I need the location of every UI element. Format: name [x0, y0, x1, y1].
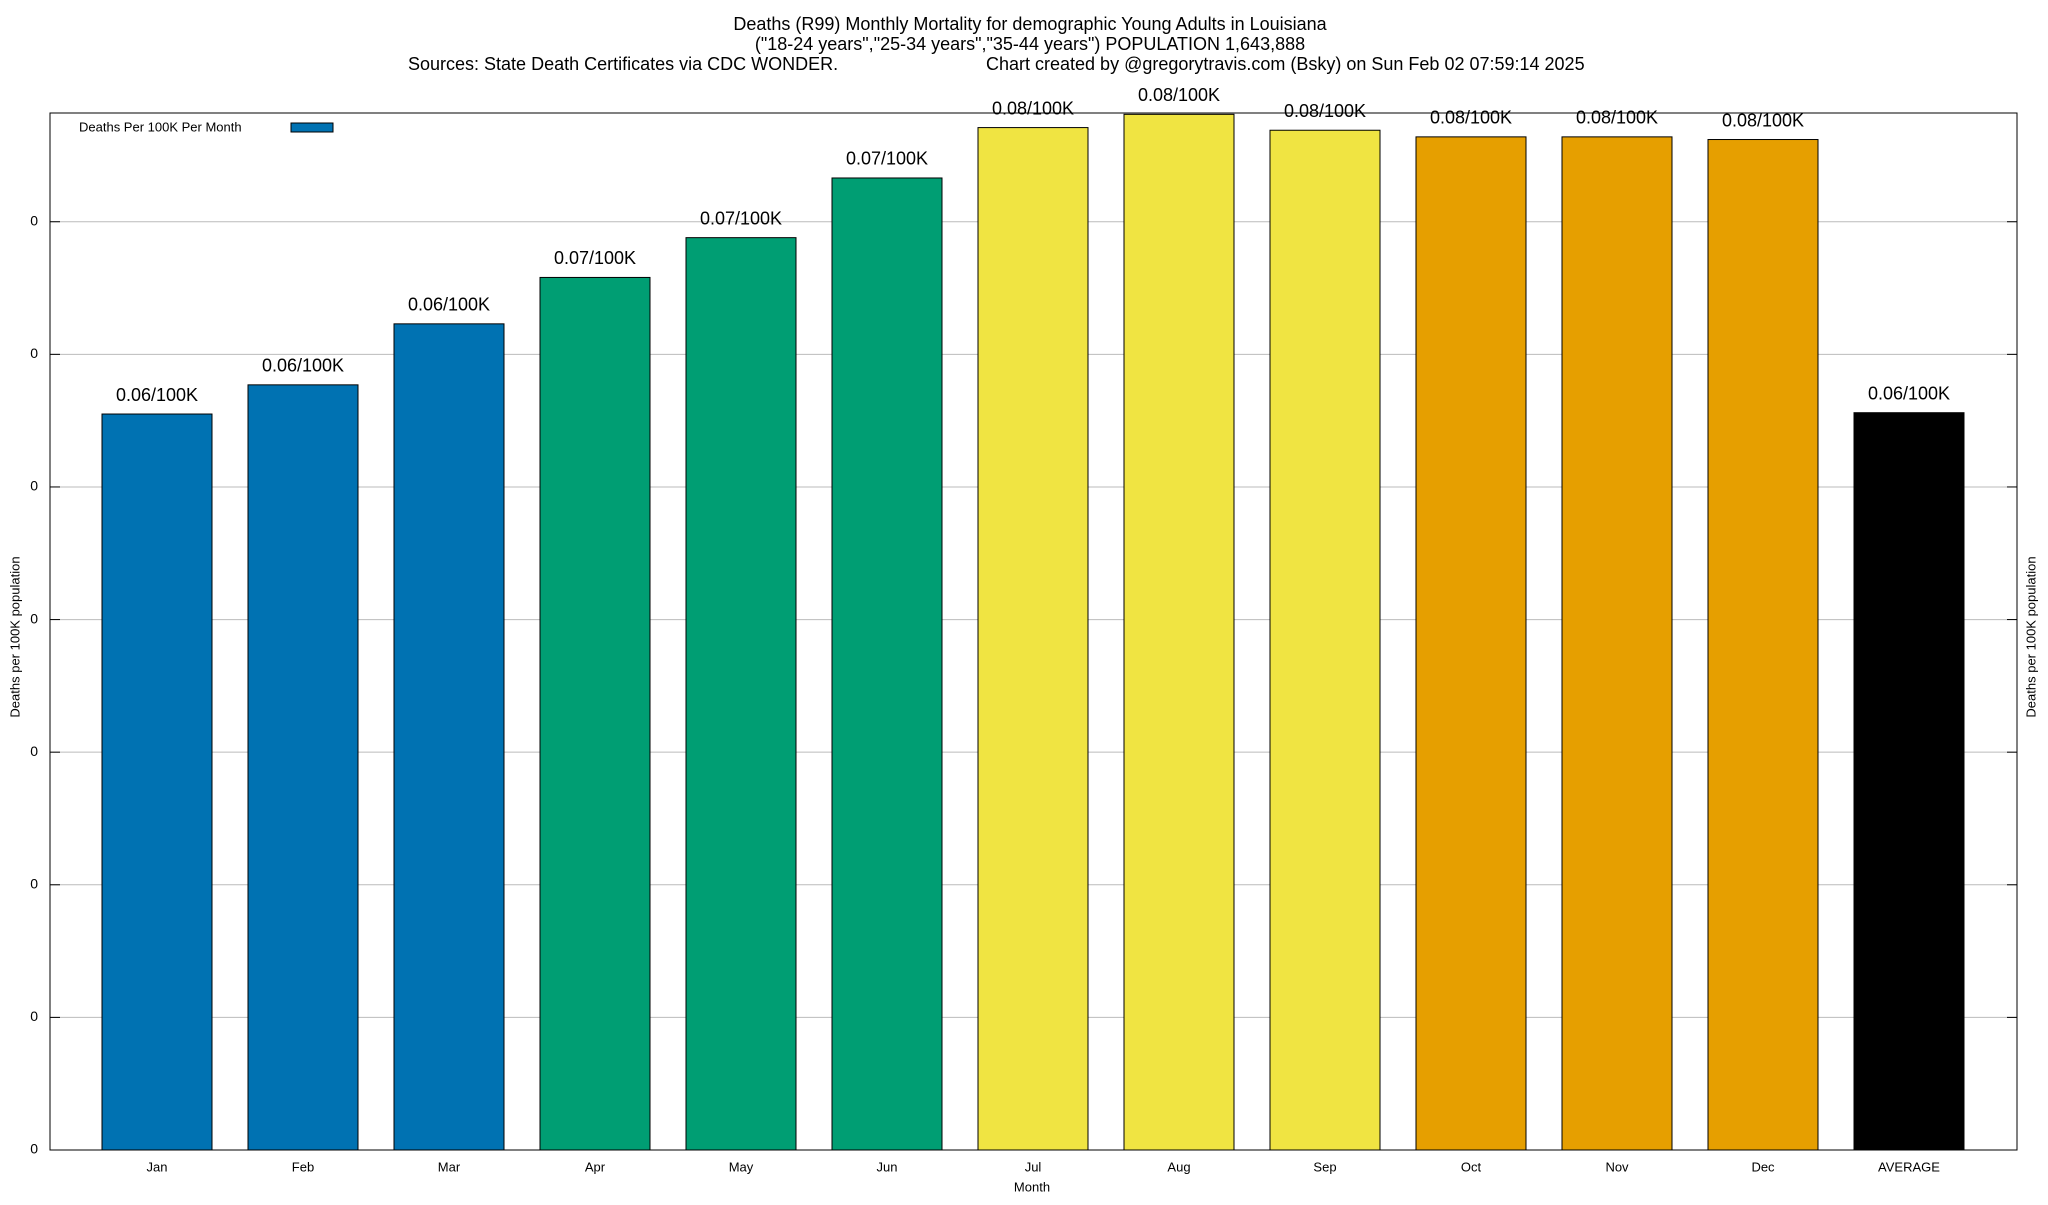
value-label: 0.08/100K: [992, 98, 1074, 118]
value-label: 0.06/100K: [1868, 383, 1950, 403]
value-label: 0.08/100K: [1430, 108, 1512, 128]
bar: [393, 323, 505, 1151]
x-tick-label: Jul: [1025, 1159, 1042, 1174]
value-label: 0.07/100K: [700, 208, 782, 228]
x-tick-label: Jan: [147, 1159, 168, 1174]
y-tick-label: 0: [30, 875, 38, 891]
y-axis-label: Deaths per 100K population: [7, 556, 22, 717]
x-tick-label: Feb: [292, 1159, 314, 1174]
bar: [1123, 113, 1235, 1151]
bar: [1853, 412, 1965, 1151]
y2-axis-label: Deaths per 100K population: [2023, 556, 2038, 717]
value-label: 0.07/100K: [846, 149, 928, 169]
bar: [685, 237, 797, 1151]
legend-swatch: [290, 122, 334, 133]
bar: [1415, 136, 1527, 1151]
y-tick-label: 0: [30, 610, 38, 626]
x-axis-label: Month: [1014, 1179, 1050, 1194]
y-tick-label: 0: [30, 1141, 38, 1157]
value-label: 0.06/100K: [262, 356, 344, 376]
x-tick-label: Jun: [877, 1159, 898, 1174]
chart-subtitle: ("18-24 years","25-34 years","35-44 year…: [755, 34, 1305, 54]
credit-note: Chart created by @gregorytravis.com (Bsk…: [986, 54, 1585, 74]
y-tick-label: 0: [30, 478, 38, 494]
legend-label: Deaths Per 100K Per Month: [79, 119, 242, 134]
bar: [539, 276, 651, 1151]
value-label: 0.06/100K: [408, 295, 490, 315]
x-tick-label: Dec: [1751, 1159, 1775, 1174]
x-tick-label: Sep: [1313, 1159, 1336, 1174]
x-tick-label: Aug: [1167, 1159, 1190, 1174]
bar: [247, 384, 359, 1151]
y-tick-label: 0: [30, 743, 38, 759]
bar: [831, 177, 943, 1151]
source-note: Sources: State Death Certificates via CD…: [408, 54, 838, 74]
value-label: 0.07/100K: [554, 248, 636, 268]
y-tick-label: 0: [30, 345, 38, 361]
bar: [1269, 129, 1381, 1151]
bar: [977, 127, 1089, 1151]
bar: [1561, 136, 1673, 1151]
x-tick-label: Nov: [1605, 1159, 1629, 1174]
value-label: 0.08/100K: [1576, 108, 1658, 128]
bar: [101, 413, 213, 1151]
y-tick-label: 0: [30, 212, 38, 228]
y-tick-label: 0: [30, 1008, 38, 1024]
x-tick-label: Apr: [585, 1159, 606, 1174]
x-tick-label: May: [729, 1159, 754, 1174]
value-label: 0.06/100K: [116, 385, 198, 405]
chart-title: Deaths (R99) Monthly Mortality for demog…: [733, 14, 1327, 34]
x-tick-label: Mar: [438, 1159, 461, 1174]
value-label: 0.08/100K: [1722, 110, 1804, 130]
x-tick-label: Oct: [1461, 1159, 1482, 1174]
value-label: 0.08/100K: [1138, 85, 1220, 105]
value-label: 0.08/100K: [1284, 101, 1366, 121]
x-tick-label: AVERAGE: [1878, 1159, 1940, 1174]
bar: [1707, 139, 1819, 1151]
